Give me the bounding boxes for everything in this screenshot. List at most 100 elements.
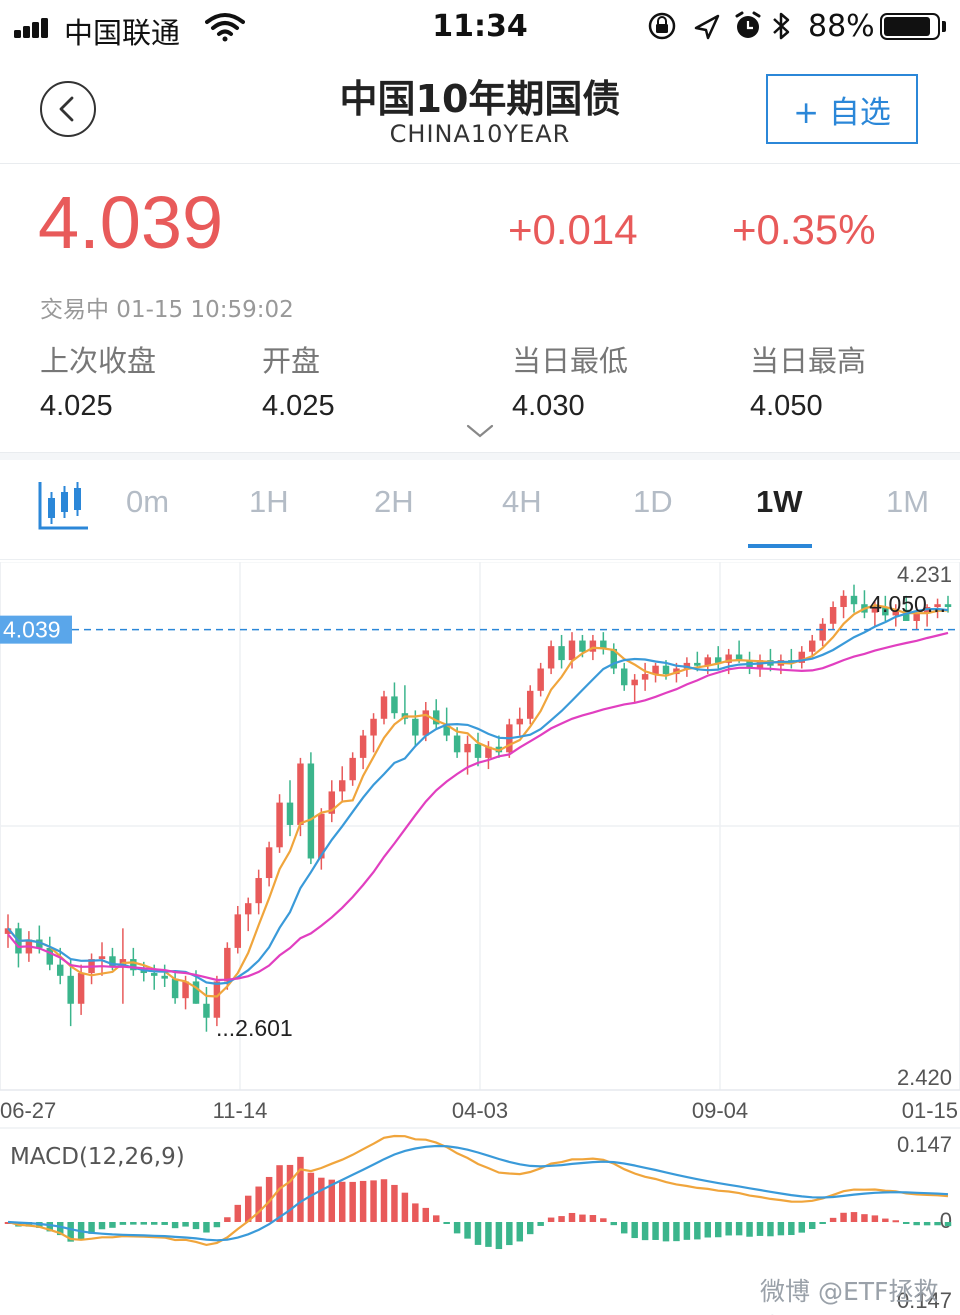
macd-bar (516, 1222, 524, 1242)
candle-body (213, 981, 221, 1018)
location-icon (694, 14, 720, 40)
candle-body (840, 595, 847, 608)
macd-dea-line (7, 1144, 949, 1242)
candle-body (318, 813, 325, 859)
tab-1h[interactable]: 1H (249, 484, 289, 519)
x-tick-label: 01-15 (902, 1098, 958, 1123)
macd-zero-label: 0 (940, 1208, 952, 1233)
macd-bar (547, 1217, 555, 1222)
x-tick-label: 09-04 (692, 1098, 748, 1123)
macd-bar (140, 1222, 148, 1225)
candle-body (412, 718, 419, 736)
min-marker-label: ...2.601 (216, 1015, 293, 1041)
battery-icon (880, 13, 940, 40)
candle-body (244, 903, 252, 915)
candlestick-chart[interactable]: 4.039 4.231 2.420 4.050... ...2.601 06-27 11-1… (0, 562, 960, 1315)
macd-min-label: 0.147 (897, 1288, 952, 1313)
tab-1d[interactable]: 1D (633, 484, 673, 519)
candle-body (568, 640, 576, 661)
tab-1w[interactable]: 1W (756, 484, 803, 519)
candle-body (474, 743, 482, 758)
candle-body (150, 973, 158, 976)
candle-body (714, 657, 722, 663)
y-min-label: 2.420 (897, 1065, 952, 1090)
stat-value-day-low: 4.030 (512, 390, 585, 422)
candle-body (516, 718, 524, 725)
tab-1m[interactable]: 1M (886, 484, 930, 519)
candle-body (307, 763, 315, 859)
candle-body (631, 679, 638, 686)
macd-bar (808, 1222, 816, 1230)
macd-bar (683, 1222, 691, 1240)
back-button[interactable] (40, 81, 96, 137)
macd-bar (119, 1222, 127, 1225)
section-divider (0, 452, 960, 460)
macd-bar (150, 1222, 158, 1225)
macd-bar (286, 1164, 294, 1222)
candle-body (526, 690, 534, 719)
price-change-percent: +0.35% (732, 206, 876, 253)
macd-bar (902, 1222, 910, 1224)
macd-bar (495, 1222, 503, 1250)
price-chart[interactable]: 4.039 4.231 2.420 4.050... ...2.601 06-27 11-1… (0, 562, 960, 1315)
candle-body (422, 710, 430, 736)
candle-body (182, 981, 189, 999)
candle-body (432, 710, 440, 725)
candle-body (934, 604, 941, 608)
current-price-tag (0, 615, 72, 644)
add-watchlist-button[interactable]: + 自选 (766, 74, 918, 144)
candle-body (46, 947, 54, 965)
tab-0m[interactable]: 0m (126, 484, 170, 519)
tab-2h[interactable]: 2H (374, 484, 414, 519)
stat-value-open: 4.025 (262, 390, 335, 422)
macd-bar (735, 1222, 743, 1236)
candle-body (161, 975, 168, 979)
macd-bar (620, 1222, 628, 1234)
candle-body (944, 604, 952, 608)
candle-body (902, 609, 910, 621)
candle-body (892, 609, 900, 616)
candle-body (850, 595, 858, 605)
candle-body (589, 640, 597, 652)
period-tabs: 0m 1H 2H 4H 1D 1W 1M (0, 460, 960, 560)
macd-bar (694, 1222, 701, 1240)
macd-bar (641, 1222, 649, 1241)
macd-bar (338, 1181, 346, 1222)
candle-body (171, 978, 179, 999)
macd-bar (464, 1222, 471, 1239)
macd-bar (871, 1215, 879, 1222)
candle-body (98, 956, 106, 960)
macd-bar (777, 1222, 785, 1236)
macd-bar (861, 1214, 868, 1222)
macd-bar (767, 1222, 774, 1237)
x-tick-label: 06-27 (0, 1098, 56, 1123)
candle-body (391, 696, 398, 714)
candle-body (485, 746, 492, 758)
candle-body (871, 607, 879, 613)
candle-body (453, 735, 461, 753)
macd-bar (652, 1222, 659, 1240)
candle-body (662, 665, 670, 675)
wifi-icon (205, 13, 245, 42)
candle-body (464, 743, 471, 753)
macd-bar (704, 1222, 712, 1238)
candle-body (338, 780, 346, 792)
candlestick-chart-icon[interactable] (36, 478, 90, 532)
tab-4h[interactable]: 4H (502, 484, 542, 519)
macd-bar (714, 1222, 722, 1238)
x-tick-label: 11-14 (213, 1098, 268, 1123)
candle-body (558, 646, 565, 661)
alarm-icon (735, 11, 761, 38)
macd-bar (88, 1222, 95, 1234)
candle-body (265, 847, 273, 879)
macd-bar (756, 1222, 764, 1236)
macd-bar (558, 1216, 565, 1222)
macd-bar (537, 1222, 544, 1226)
macd-bar (443, 1222, 450, 1224)
macd-bar (307, 1172, 315, 1222)
macd-bar (506, 1222, 513, 1246)
macd-bar (46, 1222, 54, 1232)
candle-body (255, 878, 262, 904)
candle-body (913, 612, 920, 621)
chevron-down-icon[interactable] (466, 423, 494, 439)
